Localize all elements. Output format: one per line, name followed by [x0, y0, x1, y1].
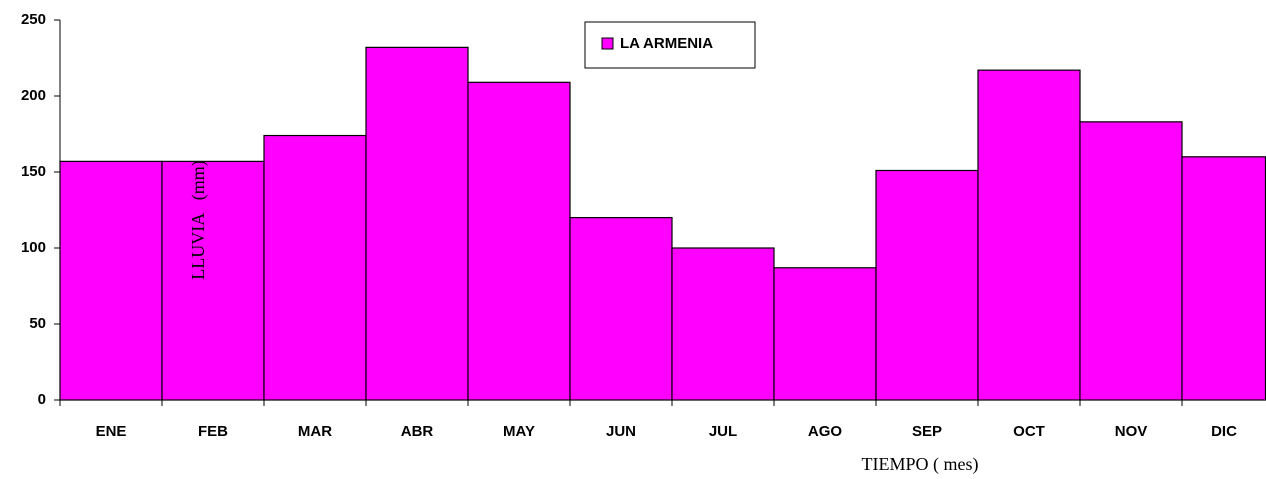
x-tick-label: NOV — [1115, 423, 1148, 440]
x-tick-label: AGO — [808, 423, 843, 440]
y-tick-label: 150 — [21, 163, 46, 180]
bar — [671, 247, 775, 401]
y-tick-label: 200 — [21, 87, 46, 104]
bar — [59, 160, 163, 401]
legend-label: LA ARMENIA — [620, 35, 713, 52]
bar — [161, 160, 265, 401]
y-tick-label: 250 — [21, 11, 46, 28]
bar — [773, 267, 877, 401]
bar — [263, 134, 367, 401]
x-tick-label: JUL — [709, 423, 737, 440]
x-tick-label: FEB — [198, 423, 228, 440]
bar — [875, 169, 979, 401]
x-tick-label: OCT — [1013, 423, 1045, 440]
bar — [977, 69, 1081, 401]
bar — [1079, 121, 1183, 401]
bar — [569, 217, 673, 401]
y-tick-label: 100 — [21, 239, 46, 256]
x-tick-label: ENE — [96, 423, 127, 440]
y-axis-label: LLUVIA (mm) — [188, 160, 209, 279]
x-tick-label: DIC — [1211, 423, 1237, 440]
y-tick-label: 50 — [29, 315, 46, 332]
legend-swatch — [601, 37, 614, 50]
bar — [365, 46, 469, 401]
bar — [1181, 156, 1266, 401]
x-tick-label: ABR — [401, 423, 434, 440]
y-tick-label: 0 — [38, 391, 46, 408]
x-tick-label: SEP — [912, 423, 942, 440]
x-tick-label: JUN — [606, 423, 636, 440]
x-axis-label: TIEMPO ( mes) — [862, 454, 979, 475]
legend: LA ARMENIA — [584, 21, 756, 69]
bar — [467, 81, 571, 401]
x-tick-label: MAR — [298, 423, 332, 440]
x-tick-label: MAY — [503, 423, 535, 440]
